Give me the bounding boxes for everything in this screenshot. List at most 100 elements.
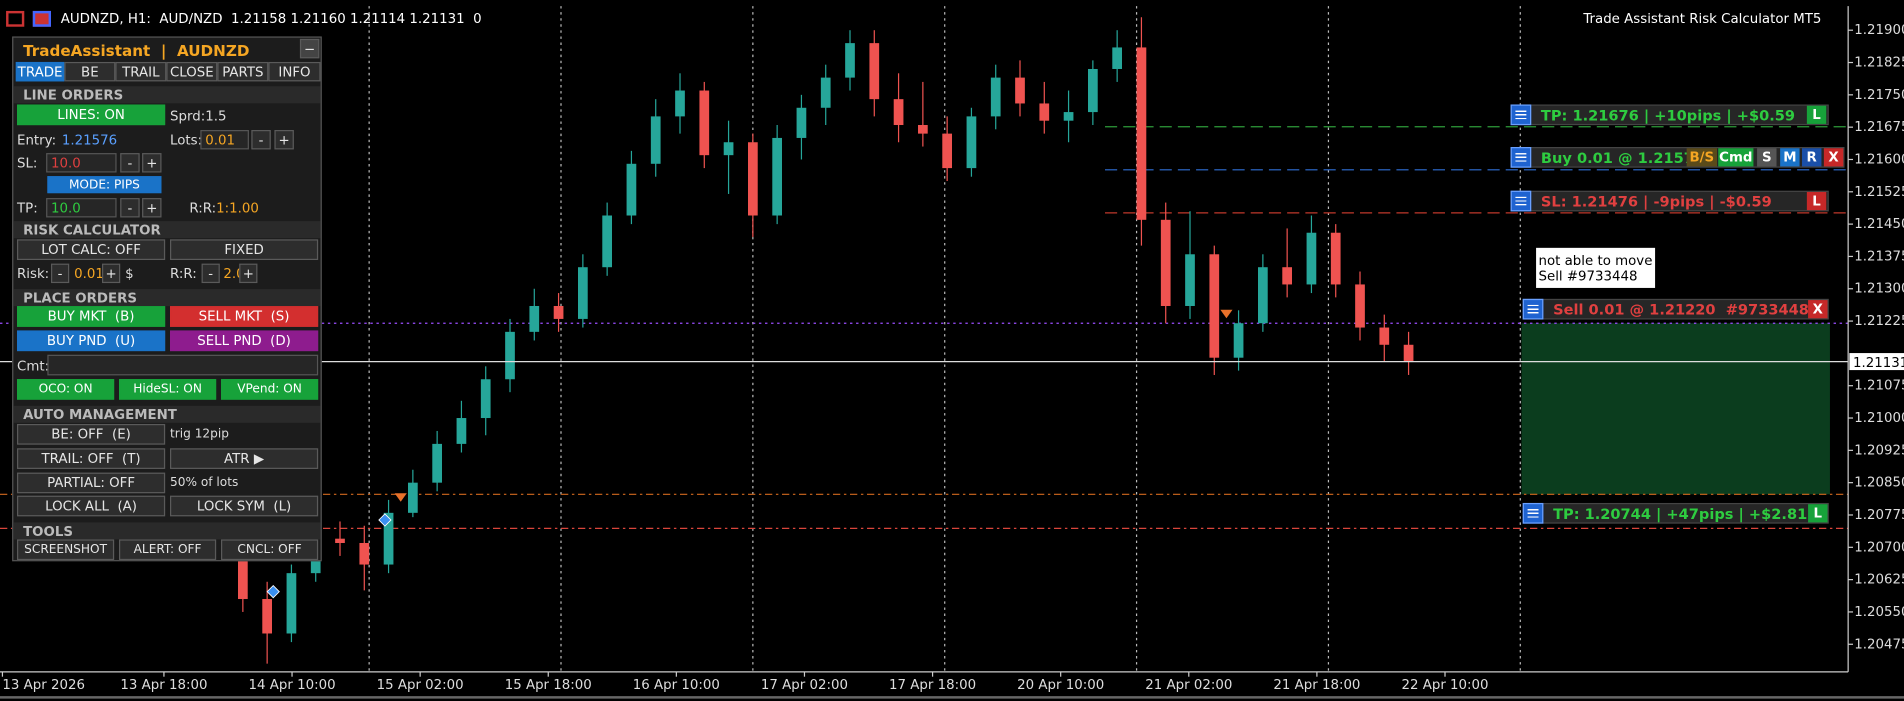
candle-body: [869, 43, 880, 100]
risk-value[interactable]: 0.01: [74, 266, 104, 282]
plus-button[interactable]: +: [102, 263, 121, 284]
sell-label[interactable]: Sell 0.01 @ 1.21220 #9733448: [1522, 298, 1829, 320]
candle-body: [578, 267, 588, 319]
trade-arrow: [378, 513, 392, 527]
lock-sym-button[interactable]: LOCK SYM (L): [170, 495, 319, 517]
close-button[interactable]: X: [1823, 148, 1844, 167]
note-line: not able to move: [1538, 252, 1653, 268]
menu-icon[interactable]: [1510, 190, 1532, 212]
candle-body: [1088, 68, 1098, 113]
minus-button[interactable]: -: [201, 263, 220, 284]
lock-button[interactable]: L: [1806, 191, 1827, 211]
candle-body: [626, 163, 637, 216]
trail-button[interactable]: TRAIL: OFF (T): [17, 448, 166, 469]
sell-market-button[interactable]: SELL MKT (S): [170, 306, 319, 327]
tab[interactable]: BE: [64, 61, 116, 82]
lines-button[interactable]: LINES: ON: [17, 104, 166, 126]
bs-button[interactable]: B/S: [1686, 148, 1718, 167]
tp-label: TP:: [17, 200, 38, 217]
r-button[interactable]: R: [1802, 148, 1822, 167]
menu-icon[interactable]: [1510, 147, 1532, 168]
trigger-note: trig 12pip: [170, 427, 229, 442]
alert-button[interactable]: ALERT: OFF: [119, 539, 217, 561]
mode-button[interactable]: MODE: PIPS: [47, 176, 162, 194]
buy-pending-button[interactable]: BUY PND (U): [17, 330, 166, 352]
sell-tp-label[interactable]: TP: 1.20744 | +47pips | +$2.81: [1522, 502, 1829, 524]
fixed-button[interactable]: FIXED: [170, 239, 319, 260]
sl-input[interactable]: 10.0: [46, 153, 117, 173]
x-tick-label: 13 Apr 2026: [2, 678, 85, 693]
plus-button[interactable]: +: [142, 198, 162, 218]
sell-pending-button[interactable]: SELL PND (D): [170, 330, 319, 352]
candle-body: [432, 443, 443, 483]
lots-input[interactable]: 0.01: [200, 129, 249, 150]
plus-button[interactable]: +: [142, 153, 162, 173]
candle-body: [990, 77, 1001, 117]
sl-label[interactable]: SL: 1.21476 | -9pips | -$0.59: [1510, 190, 1829, 212]
candle-body: [505, 331, 515, 380]
top-bar: AUDNZD, H1: AUD/NZD 1.21158 1.21160 1.21…: [0, 0, 1904, 36]
candle-body: [1185, 254, 1195, 306]
y-tick-label: 1.20700: [1854, 540, 1904, 555]
icon[interactable]: [32, 10, 52, 27]
y-tick-label: 1.21825: [1854, 56, 1904, 71]
note-line: Sell #9733448: [1538, 267, 1638, 284]
x-tick-label: 21 Apr 18:00: [1273, 678, 1360, 693]
candle-body: [480, 379, 491, 419]
candle-body: [456, 418, 467, 444]
oco-button[interactable]: OCO: ON: [17, 379, 115, 400]
lots-label: Lots:: [170, 132, 203, 149]
candle-body: [918, 125, 928, 134]
y-tick-label: 1.20850: [1854, 476, 1904, 491]
minimize-button[interactable]: −: [299, 38, 320, 59]
tab[interactable]: TRAIL: [115, 61, 167, 82]
minus-button[interactable]: -: [51, 263, 70, 284]
cmd-button[interactable]: Cmd: [1718, 148, 1754, 167]
lock-all-button[interactable]: LOCK ALL (A): [17, 495, 166, 517]
close-button[interactable]: X: [1808, 300, 1828, 319]
vpend-button[interactable]: VPend: ON: [221, 379, 319, 400]
hide-sl-button[interactable]: HideSL: ON: [119, 379, 217, 400]
tab[interactable]: INFO: [268, 61, 321, 82]
y-tick-label: 1.21900: [1854, 23, 1904, 38]
minus-button[interactable]: -: [120, 153, 140, 173]
tp-input[interactable]: 10.0: [46, 198, 117, 218]
x-tick-label: 21 Apr 02:00: [1145, 678, 1232, 693]
lock-button[interactable]: L: [1808, 504, 1828, 523]
x-tick-label: 17 Apr 18:00: [889, 678, 976, 693]
screenshot-button[interactable]: SCREENSHOT: [17, 539, 115, 561]
y-tick-label: 1.21225: [1854, 314, 1904, 329]
s-button[interactable]: S: [1757, 148, 1777, 167]
buy-market-button[interactable]: BUY MKT (B): [17, 306, 166, 327]
tab[interactable]: PARTS: [217, 61, 269, 82]
comment-input[interactable]: [47, 354, 319, 376]
lock-button[interactable]: L: [1806, 105, 1827, 124]
m-button[interactable]: M: [1780, 148, 1800, 167]
spread: Sprd:1.5: [170, 108, 227, 124]
minus-button[interactable]: -: [251, 129, 271, 150]
y-tick-label: 1.20925: [1854, 443, 1904, 458]
icon[interactable]: [6, 10, 25, 27]
be-button[interactable]: BE: OFF (E): [17, 424, 166, 445]
cancel-button[interactable]: CNCL: OFF: [221, 539, 319, 561]
atr-button[interactable]: ATR ▶: [170, 448, 319, 469]
entry-value: 1.21576: [61, 132, 118, 149]
candle-body: [675, 90, 685, 117]
candle-body: [602, 215, 613, 268]
tp-label[interactable]: TP: 1.21676 | +10pips | +$0.59: [1510, 104, 1829, 126]
plus-button[interactable]: +: [274, 129, 294, 150]
trade-panel: TradeAssistant | AUDNZD − TRADE BE TRAIL…: [12, 36, 322, 562]
menu-icon[interactable]: [1522, 298, 1544, 320]
comment-label: Cmt:: [17, 358, 50, 375]
tab[interactable]: CLOSE: [166, 61, 218, 82]
candle-body: [1039, 103, 1050, 121]
menu-icon[interactable]: [1522, 502, 1544, 524]
partial-button[interactable]: PARTIAL: OFF: [17, 472, 166, 494]
lot-calc-button[interactable]: LOT CALC: OFF: [17, 239, 166, 260]
tab[interactable]: TRADE: [15, 61, 65, 82]
candle-body: [1160, 219, 1171, 306]
minus-button[interactable]: -: [120, 198, 140, 218]
x-tick-label: 17 Apr 02:00: [761, 678, 848, 693]
plus-button[interactable]: +: [239, 263, 258, 284]
menu-icon[interactable]: [1510, 104, 1532, 126]
